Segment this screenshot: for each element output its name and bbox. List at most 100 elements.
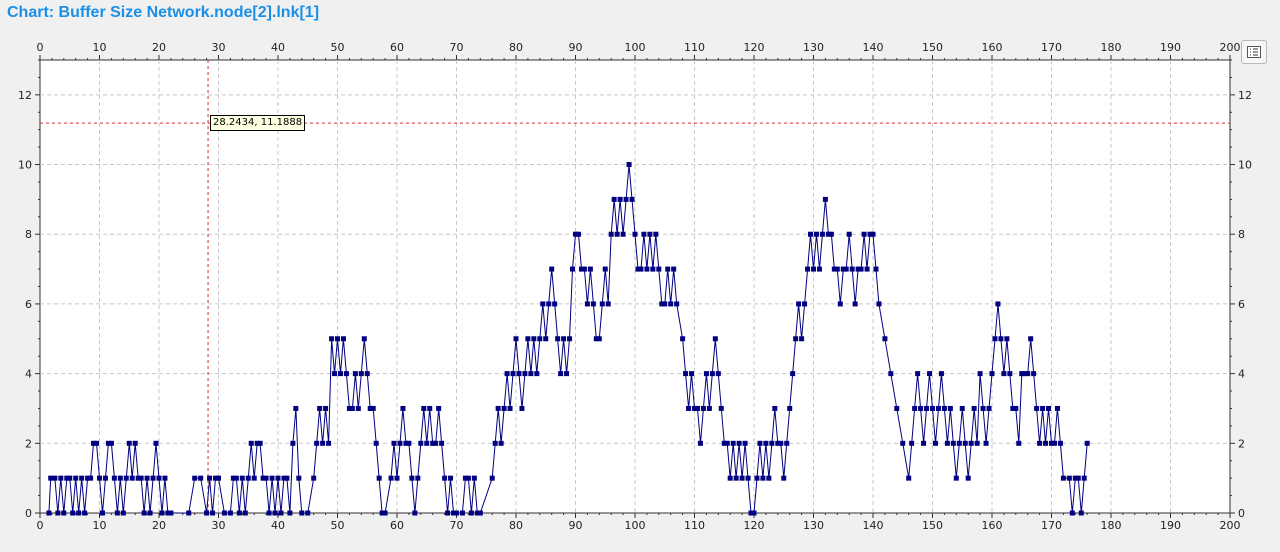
data-point [269, 475, 275, 481]
x-tick-label-top: 30 [212, 41, 226, 54]
data-point [251, 475, 257, 481]
data-point [700, 405, 706, 411]
data-point [329, 336, 335, 342]
x-tick-label: 160 [982, 519, 1003, 532]
data-point [736, 440, 742, 446]
data-point [778, 440, 784, 446]
data-point [674, 301, 680, 307]
data-point [290, 440, 296, 446]
x-tick-label: 130 [803, 519, 824, 532]
data-point [712, 336, 718, 342]
data-point [204, 510, 210, 516]
x-tick-label-top: 90 [569, 41, 583, 54]
data-point [605, 301, 611, 307]
series-markers[interactable] [46, 162, 1090, 516]
data-point [757, 440, 763, 446]
data-point [653, 231, 659, 237]
data-point [665, 266, 671, 272]
data-point [790, 371, 796, 377]
data-point [968, 440, 974, 446]
data-point [141, 510, 147, 516]
data-point [1060, 475, 1066, 481]
y-tick-label-right: 12 [1238, 89, 1252, 102]
data-point [123, 475, 129, 481]
data-point [611, 196, 617, 202]
data-point [326, 440, 332, 446]
data-point [498, 440, 504, 446]
data-point [980, 405, 986, 411]
data-point [570, 266, 576, 272]
data-point [1072, 475, 1078, 481]
data-point [620, 231, 626, 237]
data-point [1084, 440, 1090, 446]
chart-area[interactable]: 0 0 10 10 20 20 30 30 40 40 50 50 60 60 70 70 80 80 90 90 10… [0, 30, 1280, 547]
data-point [587, 266, 593, 272]
data-point [632, 231, 638, 237]
data-point [245, 475, 251, 481]
data-point [114, 510, 120, 516]
data-point [867, 231, 873, 237]
data-point [608, 231, 614, 237]
x-tick-label-top: 120 [744, 41, 765, 54]
data-point [549, 266, 555, 272]
data-point [1010, 405, 1016, 411]
data-point [76, 510, 82, 516]
data-point [210, 510, 216, 516]
data-point [507, 405, 513, 411]
data-point [623, 196, 629, 202]
data-point [412, 510, 418, 516]
data-point [382, 510, 388, 516]
data-point [680, 336, 686, 342]
data-point [983, 440, 989, 446]
data-point [793, 336, 799, 342]
data-point [543, 336, 549, 342]
data-point [1022, 371, 1028, 377]
data-point [858, 266, 864, 272]
data-point [159, 510, 165, 516]
x-tick-label-top: 140 [863, 41, 884, 54]
data-point [825, 231, 831, 237]
data-point [694, 405, 700, 411]
data-point [775, 440, 781, 446]
x-tick-label-top: 160 [982, 41, 1003, 54]
data-point [555, 336, 561, 342]
data-point [335, 336, 340, 342]
data-point [162, 475, 168, 481]
data-point [144, 475, 150, 481]
data-point [888, 371, 894, 377]
data-point [400, 405, 406, 411]
data-point [662, 301, 668, 307]
data-point [843, 266, 849, 272]
legend-button[interactable] [1241, 40, 1267, 64]
data-point [537, 336, 543, 342]
data-point [1025, 371, 1031, 377]
data-point [894, 405, 900, 411]
data-point [522, 371, 528, 377]
x-tick-label: 40 [271, 519, 285, 532]
data-point [221, 510, 227, 516]
data-point [1046, 405, 1052, 411]
data-point [52, 475, 58, 481]
data-point [120, 510, 126, 516]
data-point [346, 405, 352, 411]
data-point [564, 371, 570, 377]
x-tick-label: 30 [212, 519, 226, 532]
data-point [367, 405, 373, 411]
chart-svg[interactable]: 0010102020303040405050606070708080909010… [0, 30, 1280, 547]
data-point [501, 405, 507, 411]
data-point [671, 266, 677, 272]
data-point [941, 405, 947, 411]
data-point [831, 266, 837, 272]
data-point [656, 266, 662, 272]
data-point [974, 440, 980, 446]
data-point [709, 371, 715, 377]
data-point [992, 336, 998, 342]
data-point [126, 440, 132, 446]
data-point [364, 371, 370, 377]
data-point [715, 371, 721, 377]
data-point [317, 405, 323, 411]
x-tick-label-top: 40 [271, 41, 285, 54]
data-point [153, 440, 159, 446]
data-point [906, 475, 912, 481]
data-point [299, 510, 305, 516]
